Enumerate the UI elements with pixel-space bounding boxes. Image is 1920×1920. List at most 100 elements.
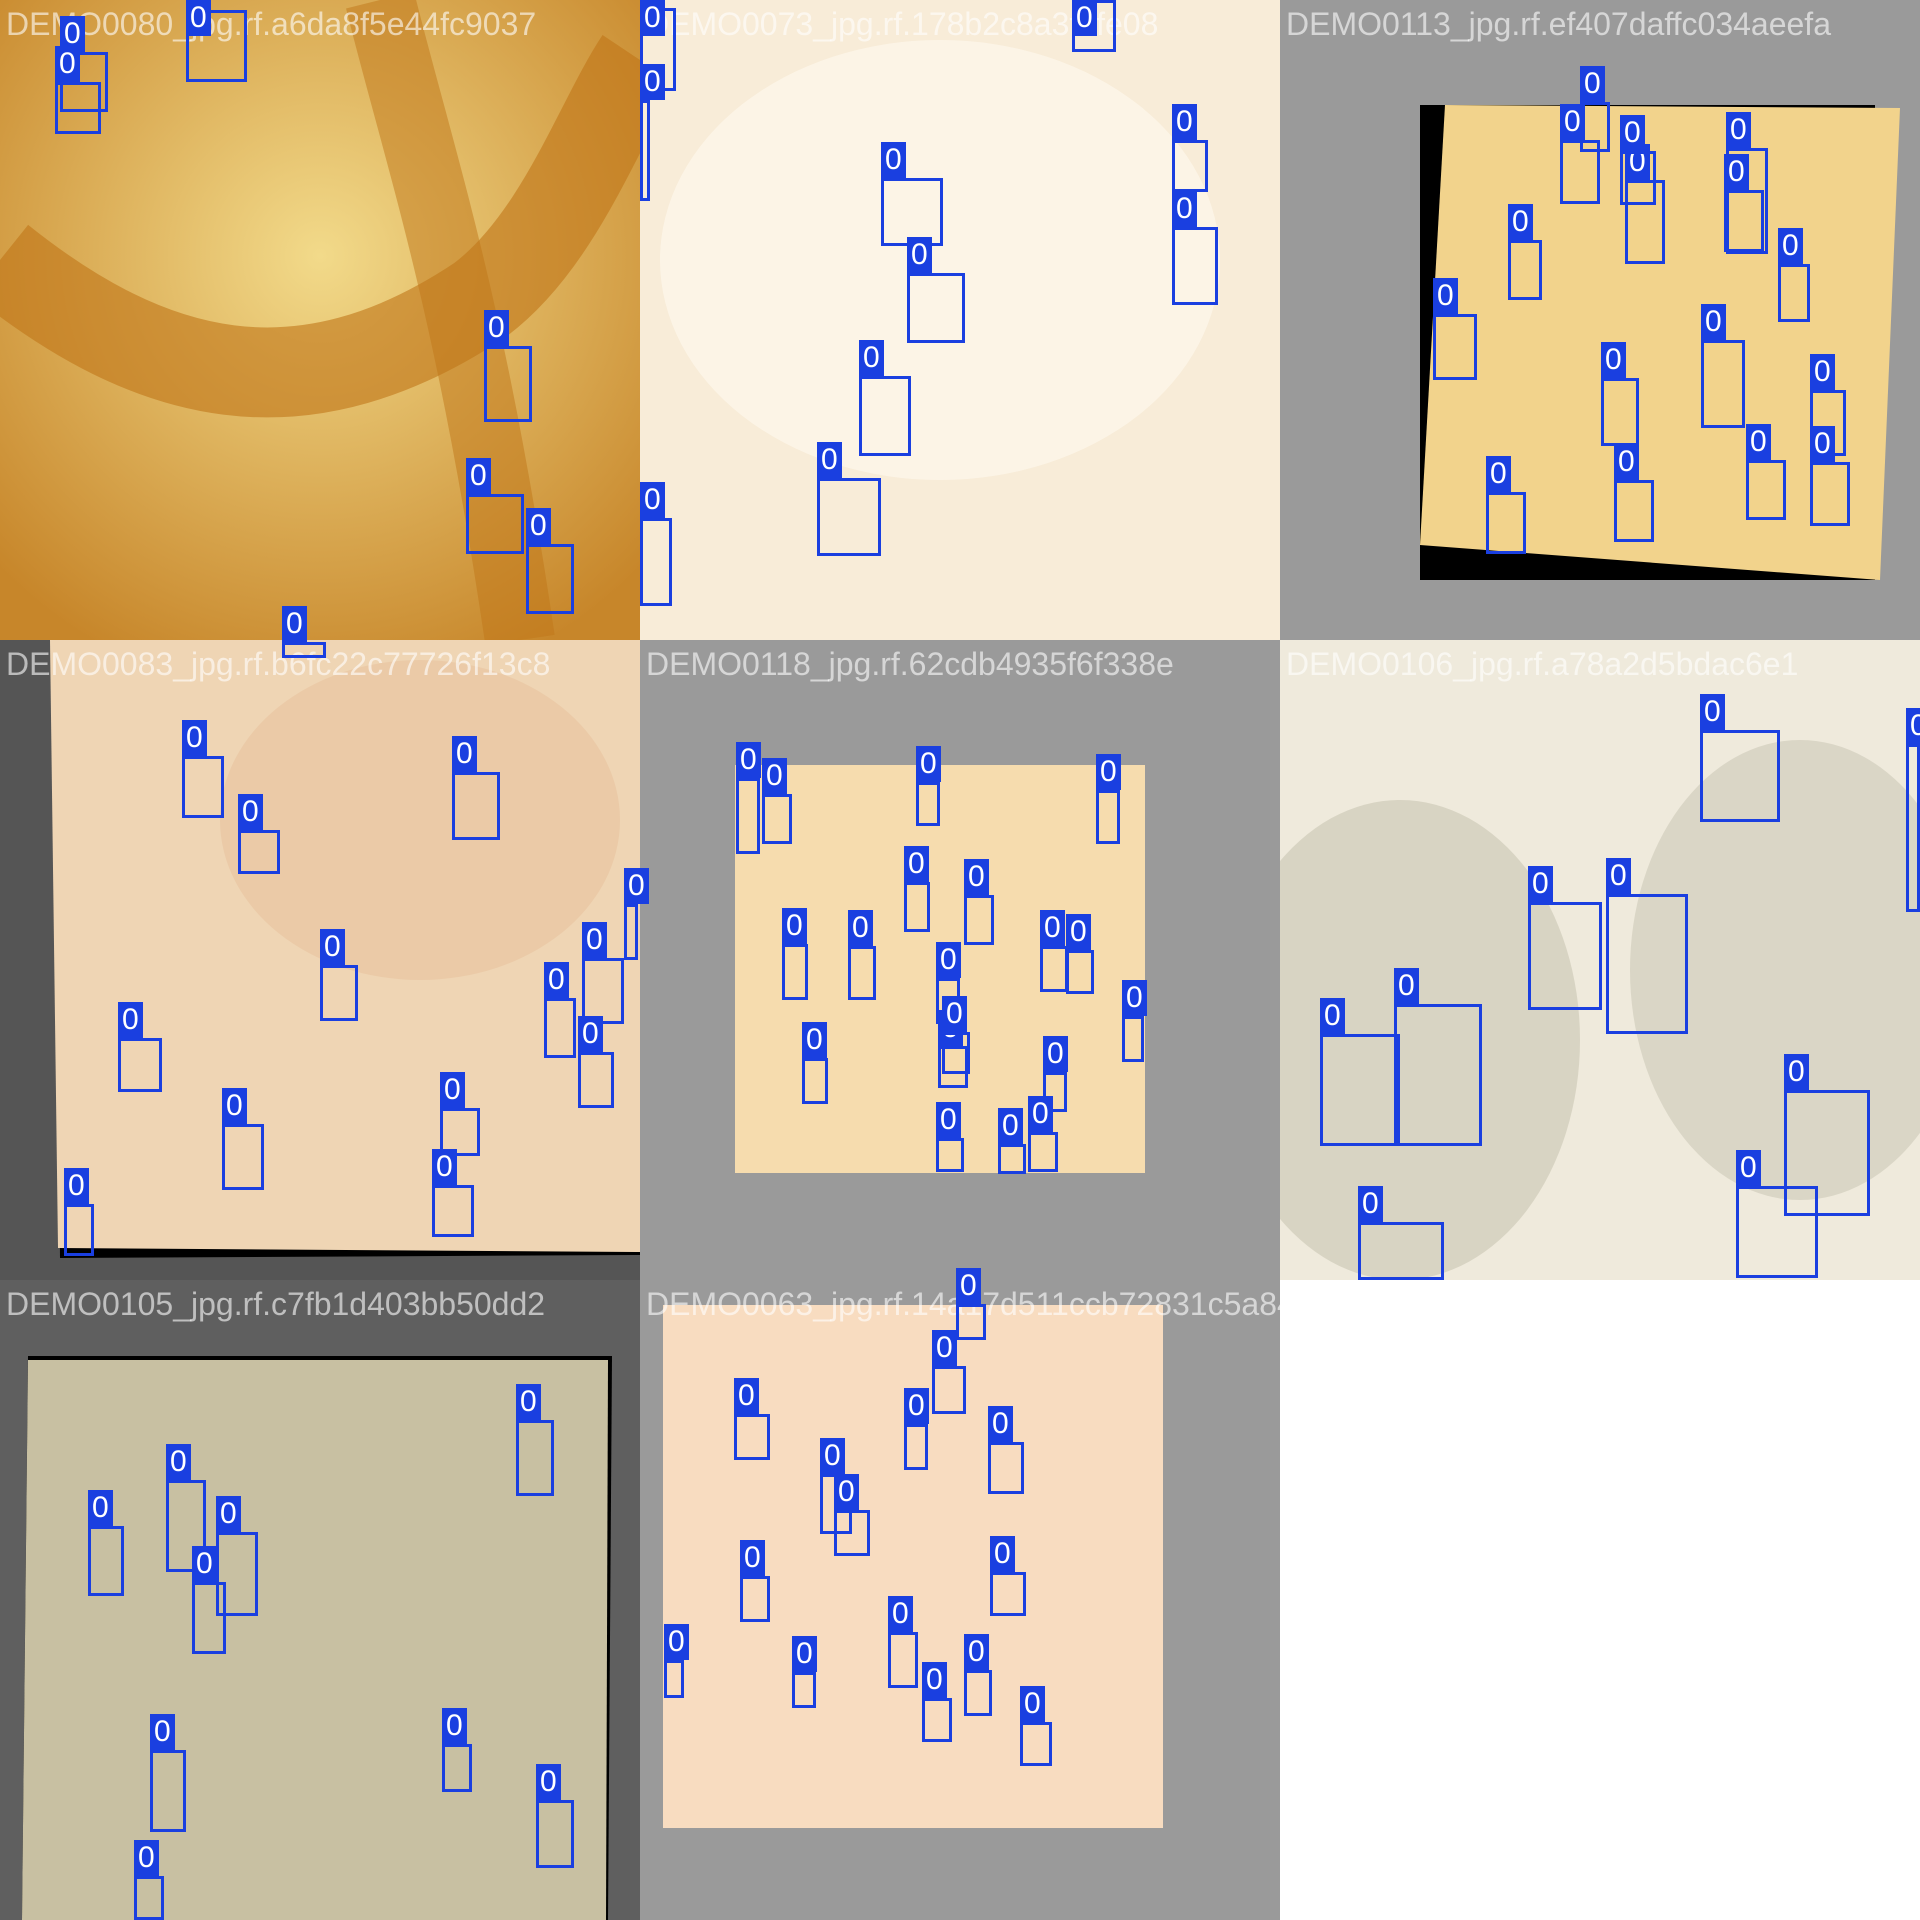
- detection-box: [990, 1572, 1026, 1616]
- detection-class-label: 0: [640, 482, 665, 518]
- detection-class-label: 0: [802, 1022, 827, 1058]
- detection-class-label: 0: [664, 1624, 689, 1660]
- detection-class-label: 0: [1724, 154, 1749, 190]
- detection-class-label: 0: [134, 1840, 159, 1876]
- detection-box: [802, 1058, 828, 1104]
- detection-box: [1028, 1132, 1058, 1172]
- detection-box: [578, 1052, 614, 1108]
- detection-class-label: 0: [904, 1388, 929, 1424]
- detection-box: [964, 1670, 992, 1716]
- detection-box: [1040, 946, 1068, 992]
- detection-box: [904, 1424, 928, 1470]
- detection-box: [907, 273, 965, 343]
- detection-class-label: 0: [762, 758, 787, 794]
- detection-box: [1096, 790, 1120, 844]
- detection-box: [1320, 1034, 1400, 1146]
- detection-box: [740, 1576, 770, 1622]
- detection-class-label: 0: [988, 1406, 1013, 1442]
- detection-class-label: 0: [166, 1444, 191, 1480]
- detection-box: [1433, 314, 1477, 380]
- detection-class-label: 0: [1810, 354, 1835, 390]
- detection-box: [848, 946, 876, 1000]
- detection-class-label: 0: [922, 1662, 947, 1698]
- detection-class-label: 0: [964, 1634, 989, 1670]
- detection-class-label: 0: [848, 910, 873, 946]
- detection-class-label: 0: [88, 1490, 113, 1526]
- detection-box: [888, 1632, 918, 1688]
- detection-class-label: 0: [466, 458, 491, 494]
- detection-box: [466, 494, 524, 554]
- detection-box: [1122, 1016, 1144, 1062]
- detection-class-label: 0: [881, 142, 906, 178]
- detection-class-label: 0: [782, 908, 807, 944]
- detection-box: [1700, 730, 1780, 822]
- detection-class-label: 0: [990, 1536, 1015, 1572]
- detection-box: [762, 794, 792, 844]
- detection-box: [964, 895, 994, 945]
- detection-class-label: 0: [624, 868, 649, 904]
- detection-class-label: 0: [956, 1268, 981, 1304]
- detection-class-label: 0: [1096, 754, 1121, 790]
- detection-box: [1778, 264, 1810, 322]
- detection-box: [1486, 492, 1526, 554]
- detection-box: [640, 518, 672, 606]
- detection-class-label: 0: [192, 1546, 217, 1582]
- detection-class-label: 0: [932, 1330, 957, 1366]
- detection-class-label: 0: [1172, 104, 1197, 140]
- detection-box: [134, 1876, 164, 1920]
- detection-class-label: 0: [820, 1438, 845, 1474]
- detection-box: [859, 376, 911, 456]
- detection-class-label: 0: [834, 1474, 859, 1510]
- detection-class-label: 0: [484, 310, 509, 346]
- detection-box: [432, 1185, 474, 1237]
- detection-box: [150, 1750, 186, 1832]
- detection-class-label: 0: [1601, 342, 1626, 378]
- detection-class-label: 0: [452, 736, 477, 772]
- detection-class-label: 0: [1746, 424, 1771, 460]
- detection-box: [282, 642, 326, 658]
- detection-box: [817, 478, 881, 556]
- detection-class-label: 0: [1066, 914, 1091, 950]
- detection-class-label: 0: [1528, 866, 1553, 902]
- detection-box: [734, 1414, 770, 1460]
- detection-box: [484, 346, 532, 422]
- detection-class-label: 0: [1620, 115, 1645, 151]
- detection-class-label: 0: [578, 1016, 603, 1052]
- detection-box: [932, 1366, 966, 1414]
- detection-class-label: 0: [859, 340, 884, 376]
- detection-class-label: 0: [904, 846, 929, 882]
- detection-box: [1810, 462, 1850, 526]
- detection-class-label: 0: [516, 1384, 541, 1420]
- detection-class-label: 0: [888, 1596, 913, 1632]
- detection-class-label: 0: [1072, 0, 1097, 36]
- detection-class-label: 0: [942, 996, 967, 1032]
- detection-box: [544, 998, 576, 1058]
- detection-class-label: 0: [118, 1002, 143, 1038]
- detection-box: [881, 178, 943, 246]
- detection-class-label: 0: [998, 1108, 1023, 1144]
- detection-class-label: 0: [1433, 278, 1458, 314]
- detection-box: [452, 772, 500, 840]
- detection-class-label: 0: [55, 46, 80, 82]
- detection-class-label: 0: [282, 606, 307, 642]
- detection-box: [1560, 140, 1600, 204]
- detection-box: [320, 965, 358, 1021]
- detection-box: [922, 1698, 952, 1742]
- detection-class-label: 0: [1726, 112, 1751, 148]
- detection-class-label: 0: [740, 1540, 765, 1576]
- detection-box: [1066, 950, 1094, 994]
- detection-box: [624, 904, 638, 960]
- detection-box: [442, 1744, 472, 1792]
- detection-class-label: 0: [1020, 1686, 1045, 1722]
- detection-box: [782, 944, 808, 1000]
- detection-class-label: 0: [1784, 1054, 1809, 1090]
- detection-class-label: 0: [544, 962, 569, 998]
- detection-box: [956, 1304, 986, 1340]
- detection-class-label: 0: [1040, 910, 1065, 946]
- detection-box: [1394, 1004, 1482, 1146]
- detection-class-label: 0: [238, 794, 263, 830]
- detection-box: [55, 82, 101, 134]
- detection-class-label: 0: [1172, 191, 1197, 227]
- detection-box: [942, 1032, 970, 1074]
- detection-class-label: 0: [907, 237, 932, 273]
